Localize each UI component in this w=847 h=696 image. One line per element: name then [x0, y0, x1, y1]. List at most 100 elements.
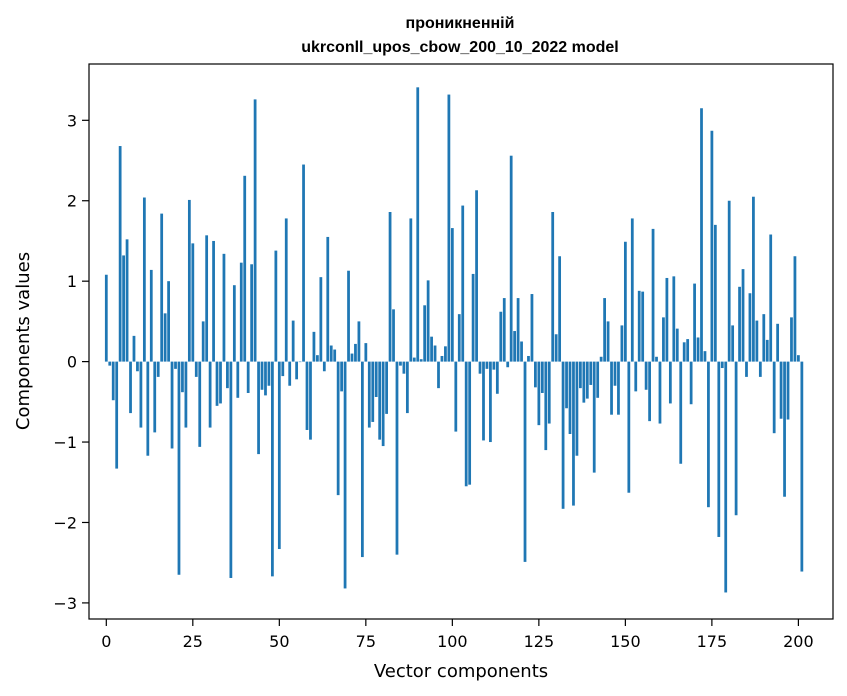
bar — [412, 357, 416, 362]
bar — [149, 269, 153, 362]
bar — [534, 361, 537, 388]
bar — [554, 334, 558, 362]
bar — [582, 361, 586, 403]
x-tick-label: 150 — [610, 632, 641, 651]
bar — [108, 361, 112, 366]
bar — [115, 361, 119, 469]
bar — [405, 361, 409, 414]
bar — [284, 218, 288, 362]
bar — [277, 361, 281, 550]
x-axis: 0 25 50 75 100 125 150 175 200 — [101, 619, 814, 651]
bar — [156, 361, 160, 377]
bar — [170, 361, 174, 449]
bar — [613, 361, 617, 386]
bar — [530, 294, 534, 362]
bar — [264, 361, 267, 396]
bar — [305, 361, 309, 430]
bar — [672, 276, 676, 362]
bar — [776, 323, 780, 362]
y-axis-label: Components values — [13, 252, 34, 430]
bar — [174, 361, 177, 369]
bar — [551, 212, 555, 362]
bar — [243, 175, 247, 362]
y-tick-label: 3 — [67, 111, 77, 130]
bar — [163, 313, 167, 362]
bar — [201, 321, 205, 362]
bar — [572, 361, 575, 506]
bar — [316, 355, 319, 362]
bar — [160, 213, 164, 362]
bar — [495, 361, 499, 394]
bar — [544, 361, 548, 451]
bar — [617, 361, 620, 415]
bar — [675, 328, 679, 362]
bar — [679, 361, 683, 464]
bar — [450, 228, 454, 362]
bar — [319, 277, 323, 362]
bar — [627, 361, 631, 493]
bar — [454, 361, 458, 432]
bar — [139, 361, 143, 428]
bar — [492, 361, 496, 370]
bar — [478, 361, 482, 374]
y-tick-label: 1 — [67, 272, 77, 291]
bar — [520, 341, 523, 362]
bar — [208, 361, 212, 428]
bar — [312, 331, 316, 362]
bar — [232, 285, 236, 362]
bar — [758, 361, 762, 377]
bar — [485, 361, 489, 369]
bar — [132, 335, 136, 362]
bar — [118, 146, 122, 362]
bar — [419, 359, 423, 362]
bar — [707, 361, 710, 508]
bar — [596, 361, 600, 398]
bar — [444, 346, 447, 362]
bar — [772, 361, 776, 434]
bar-series — [104, 87, 804, 593]
bar — [693, 283, 696, 362]
bar — [589, 361, 593, 385]
bar — [568, 361, 572, 434]
bar — [623, 241, 627, 362]
bar — [167, 281, 170, 362]
bar — [620, 325, 624, 362]
bar — [302, 164, 305, 362]
bar — [734, 361, 738, 516]
bar — [793, 256, 797, 362]
bar — [700, 108, 703, 362]
bar — [392, 309, 395, 362]
bar — [125, 239, 129, 362]
bar — [579, 361, 582, 389]
bar — [765, 339, 769, 362]
bar — [433, 345, 437, 362]
bar — [426, 280, 430, 362]
x-tick-label: 100 — [437, 632, 468, 651]
bar — [561, 361, 565, 509]
bar — [187, 199, 191, 362]
bar — [350, 353, 354, 362]
bar — [423, 305, 427, 362]
bar — [779, 361, 783, 419]
bar — [381, 361, 385, 447]
bar — [364, 343, 368, 362]
bar — [471, 273, 475, 362]
bar — [340, 361, 343, 392]
bar — [111, 361, 115, 401]
bar — [271, 361, 274, 577]
bar — [222, 253, 226, 362]
bar — [610, 361, 613, 415]
bar — [686, 339, 690, 362]
bar — [637, 290, 641, 362]
bar — [274, 250, 278, 362]
bar — [655, 356, 658, 362]
bar — [288, 361, 292, 386]
bar — [395, 361, 399, 555]
bar — [457, 314, 461, 362]
bar — [357, 321, 361, 362]
bar — [215, 361, 219, 406]
bar — [194, 361, 198, 377]
bar — [246, 361, 250, 393]
bar — [239, 262, 243, 362]
bar — [644, 361, 648, 390]
